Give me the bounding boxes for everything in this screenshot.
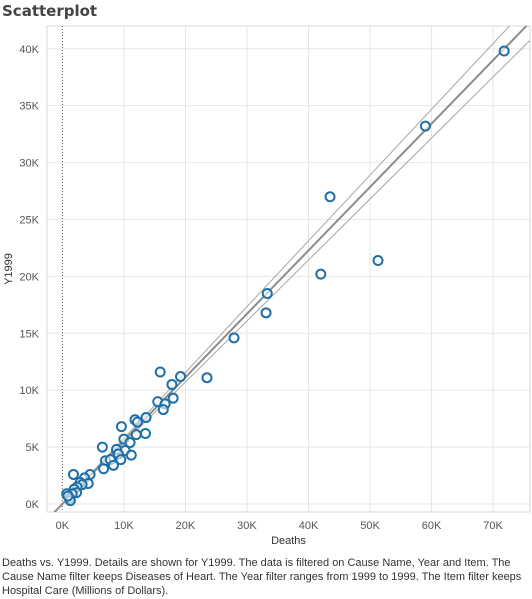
data-point (98, 463, 110, 475)
data-point (107, 459, 119, 471)
y-tick-label: 40K (19, 44, 39, 56)
data-point (115, 454, 127, 466)
data-point (315, 268, 327, 280)
chart-caption: Deaths vs. Y1999. Details are shown for … (2, 557, 522, 597)
data-point (62, 490, 74, 502)
data-point (140, 412, 152, 424)
data-point (124, 437, 136, 449)
y-axis-label: Y1999 (3, 253, 15, 285)
data-points (61, 45, 510, 507)
x-tick-label: 60K (422, 520, 442, 532)
y-tick-label: 20K (19, 271, 39, 283)
data-point (260, 307, 272, 319)
axes: 0K 10K 20K 30K 40K 50K 60K 70K 0K 5K 10K 15K 20K 25K 3… (19, 25, 531, 532)
data-point (324, 191, 336, 203)
x-tick-label: 40K (299, 520, 319, 532)
data-point (261, 287, 273, 299)
scatter-plot: 0K 10K 20K 30K 40K 50K 60K 70K 0K 5K 10K 15K 20K 25K 3… (3, 25, 531, 547)
data-point (167, 392, 179, 404)
data-point (201, 372, 213, 384)
y-tick-label: 30K (19, 158, 39, 170)
data-point (154, 366, 166, 378)
data-point (372, 254, 384, 266)
x-tick-label: 20K (176, 520, 196, 532)
data-point (131, 416, 143, 428)
y-tick-label: 10K (19, 385, 39, 397)
data-point (115, 421, 127, 433)
x-tick-label: 30K (237, 520, 257, 532)
data-point (125, 449, 137, 461)
x-tick-label: 0K (56, 520, 70, 532)
data-point (67, 468, 79, 480)
confidence-band-upper (54, 26, 511, 512)
data-point (166, 379, 178, 391)
data-point (157, 404, 169, 416)
data-point (498, 45, 510, 57)
data-point (130, 429, 142, 441)
y-tick-label: 15K (19, 328, 39, 340)
data-point (96, 441, 108, 453)
y-tick-label: 5K (26, 442, 40, 454)
data-point (175, 371, 187, 383)
x-tick-label: 50K (360, 520, 380, 532)
y-tick-label: 35K (19, 101, 39, 113)
trend-lines (53, 26, 530, 512)
data-point (228, 332, 240, 344)
data-point (139, 427, 151, 439)
plot-frame (46, 25, 531, 513)
y-tick-label: 25K (19, 214, 39, 226)
y-tick-label: 0K (26, 499, 40, 511)
x-axis-label: Deaths (271, 535, 306, 547)
chart-title: Scatterplot (2, 2, 98, 20)
x-tick-label: 70K (483, 520, 503, 532)
x-tick-label: 10K (114, 520, 134, 532)
data-point (419, 120, 431, 132)
